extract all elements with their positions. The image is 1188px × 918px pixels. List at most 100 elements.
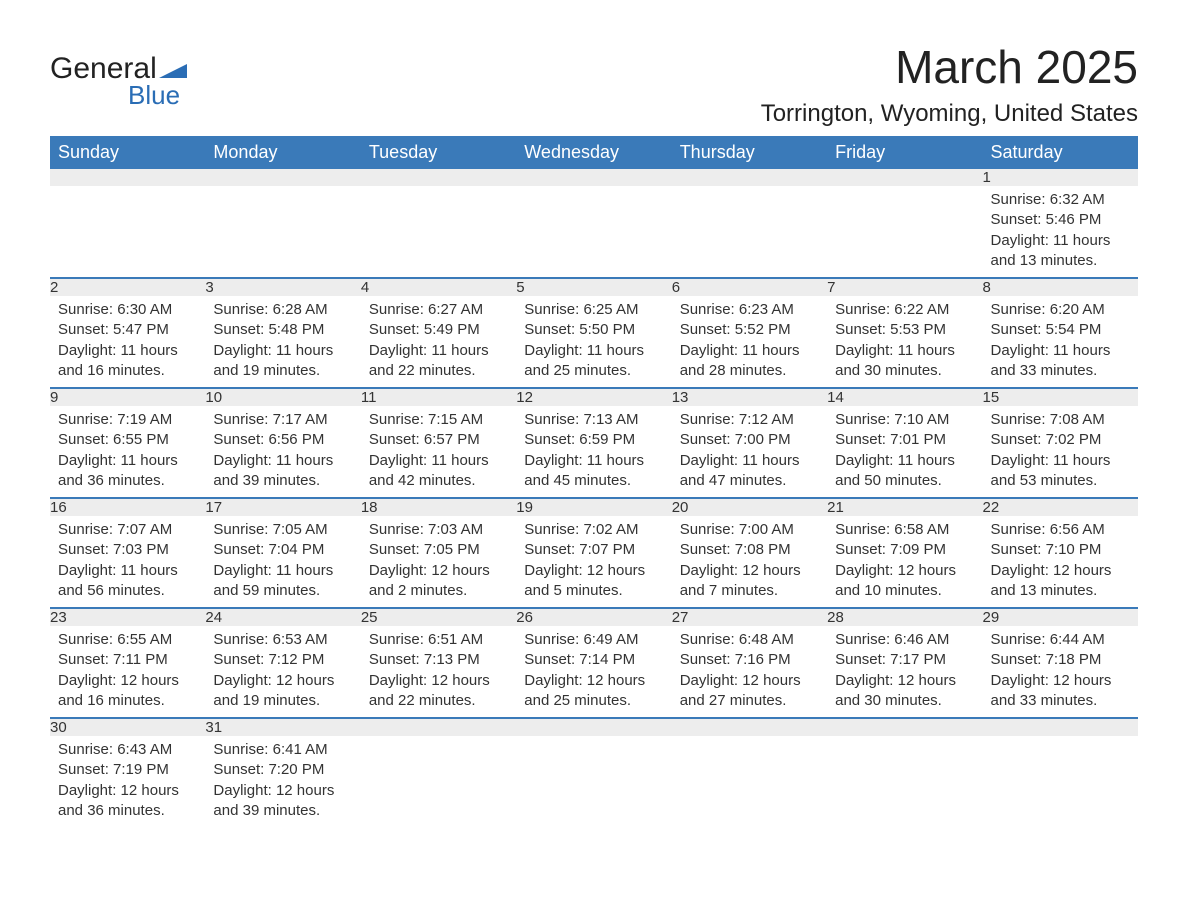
calendar-cell: Sunrise: 7:08 AMSunset: 7:02 PMDaylight:…: [983, 406, 1138, 498]
calendar-cell: Sunrise: 7:17 AMSunset: 6:56 PMDaylight:…: [205, 406, 360, 498]
sunset-text: Sunset: 7:11 PM: [58, 650, 197, 670]
weekday-row: Sunday Monday Tuesday Wednesday Thursday…: [50, 136, 1138, 169]
day-number: 12: [516, 388, 671, 406]
weekday-header: Tuesday: [361, 136, 516, 169]
daydata-row: Sunrise: 6:43 AMSunset: 7:19 PMDaylight:…: [50, 736, 1138, 827]
daylight-line1: Daylight: 12 hours: [58, 781, 197, 801]
sunset-text: Sunset: 5:47 PM: [58, 320, 197, 340]
daynum-row: 9101112131415: [50, 388, 1138, 406]
daylight-line2: and 25 minutes.: [524, 691, 663, 711]
daylight-line2: and 47 minutes.: [680, 471, 819, 491]
sunset-text: Sunset: 7:03 PM: [58, 540, 197, 560]
day-number: [672, 718, 827, 736]
daylight-line2: and 30 minutes.: [835, 361, 974, 381]
sunrise-text: Sunrise: 6:30 AM: [58, 300, 197, 320]
daylight-line2: and 2 minutes.: [369, 581, 508, 601]
calendar-cell: Sunrise: 6:27 AMSunset: 5:49 PMDaylight:…: [361, 296, 516, 388]
calendar-cell: Sunrise: 6:30 AMSunset: 5:47 PMDaylight:…: [50, 296, 205, 388]
day-number: 7: [827, 278, 982, 296]
sunrise-text: Sunrise: 7:15 AM: [369, 410, 508, 430]
daylight-line1: Daylight: 11 hours: [58, 561, 197, 581]
daydata-row: Sunrise: 7:07 AMSunset: 7:03 PMDaylight:…: [50, 516, 1138, 608]
sunrise-text: Sunrise: 6:48 AM: [680, 630, 819, 650]
calendar-cell: Sunrise: 6:32 AMSunset: 5:46 PMDaylight:…: [983, 186, 1138, 278]
day-number: 5: [516, 278, 671, 296]
calendar-cell: Sunrise: 7:12 AMSunset: 7:00 PMDaylight:…: [672, 406, 827, 498]
sunrise-text: Sunrise: 6:27 AM: [369, 300, 508, 320]
daynum-row: 16171819202122: [50, 498, 1138, 516]
calendar-cell: [672, 186, 827, 278]
daylight-line1: Daylight: 11 hours: [680, 341, 819, 361]
daylight-line2: and 16 minutes.: [58, 361, 197, 381]
daydata-row: Sunrise: 7:19 AMSunset: 6:55 PMDaylight:…: [50, 406, 1138, 498]
calendar-cell: [50, 186, 205, 278]
sunrise-text: Sunrise: 6:53 AM: [213, 630, 352, 650]
day-number: 30: [50, 718, 205, 736]
daylight-line2: and 22 minutes.: [369, 691, 508, 711]
daylight-line2: and 56 minutes.: [58, 581, 197, 601]
title-block: March 2025 Torrington, Wyoming, United S…: [761, 40, 1138, 128]
day-number: [827, 718, 982, 736]
calendar-cell: [827, 736, 982, 827]
daylight-line1: Daylight: 11 hours: [58, 341, 197, 361]
calendar-cell: [672, 736, 827, 827]
weekday-header: Friday: [827, 136, 982, 169]
day-number: 16: [50, 498, 205, 516]
weekday-header: Wednesday: [516, 136, 671, 169]
calendar-cell: Sunrise: 6:44 AMSunset: 7:18 PMDaylight:…: [983, 626, 1138, 718]
sunrise-text: Sunrise: 6:20 AM: [991, 300, 1130, 320]
calendar-cell: Sunrise: 6:43 AMSunset: 7:19 PMDaylight:…: [50, 736, 205, 827]
daylight-line1: Daylight: 12 hours: [835, 671, 974, 691]
daylight-line1: Daylight: 12 hours: [680, 671, 819, 691]
sunset-text: Sunset: 5:48 PM: [213, 320, 352, 340]
daylight-line2: and 28 minutes.: [680, 361, 819, 381]
day-number: 3: [205, 278, 360, 296]
day-number: 19: [516, 498, 671, 516]
daylight-line1: Daylight: 12 hours: [213, 671, 352, 691]
calendar-cell: [516, 736, 671, 827]
day-number: 11: [361, 388, 516, 406]
calendar-cell: [516, 186, 671, 278]
sunrise-text: Sunrise: 6:41 AM: [213, 740, 352, 760]
sunrise-text: Sunrise: 6:23 AM: [680, 300, 819, 320]
day-number: 24: [205, 608, 360, 626]
day-number: [205, 169, 360, 186]
calendar-cell: [205, 186, 360, 278]
daylight-line2: and 33 minutes.: [991, 361, 1130, 381]
day-number: 25: [361, 608, 516, 626]
daylight-line1: Daylight: 12 hours: [835, 561, 974, 581]
sunrise-text: Sunrise: 7:10 AM: [835, 410, 974, 430]
logo: General Blue: [50, 40, 187, 111]
sunset-text: Sunset: 5:46 PM: [991, 210, 1130, 230]
sunset-text: Sunset: 7:17 PM: [835, 650, 974, 670]
daylight-line2: and 33 minutes.: [991, 691, 1130, 711]
calendar-cell: Sunrise: 6:46 AMSunset: 7:17 PMDaylight:…: [827, 626, 982, 718]
daylight-line2: and 50 minutes.: [835, 471, 974, 491]
sunrise-text: Sunrise: 7:02 AM: [524, 520, 663, 540]
calendar-cell: [983, 736, 1138, 827]
daylight-line2: and 30 minutes.: [835, 691, 974, 711]
daylight-line1: Daylight: 12 hours: [991, 671, 1130, 691]
calendar-cell: Sunrise: 7:02 AMSunset: 7:07 PMDaylight:…: [516, 516, 671, 608]
sunset-text: Sunset: 5:52 PM: [680, 320, 819, 340]
daylight-line2: and 53 minutes.: [991, 471, 1130, 491]
calendar-cell: Sunrise: 7:15 AMSunset: 6:57 PMDaylight:…: [361, 406, 516, 498]
sunset-text: Sunset: 7:00 PM: [680, 430, 819, 450]
day-number: [672, 169, 827, 186]
daylight-line2: and 7 minutes.: [680, 581, 819, 601]
day-number: 27: [672, 608, 827, 626]
daylight-line2: and 36 minutes.: [58, 801, 197, 821]
sunset-text: Sunset: 6:57 PM: [369, 430, 508, 450]
calendar-cell: Sunrise: 6:56 AMSunset: 7:10 PMDaylight:…: [983, 516, 1138, 608]
daylight-line2: and 39 minutes.: [213, 801, 352, 821]
month-title: March 2025: [761, 40, 1138, 94]
sunrise-text: Sunrise: 6:58 AM: [835, 520, 974, 540]
weekday-header: Sunday: [50, 136, 205, 169]
daynum-row: 3031: [50, 718, 1138, 736]
daylight-line1: Daylight: 12 hours: [369, 561, 508, 581]
day-number: [50, 169, 205, 186]
sunrise-text: Sunrise: 7:00 AM: [680, 520, 819, 540]
sunrise-text: Sunrise: 6:43 AM: [58, 740, 197, 760]
day-number: 18: [361, 498, 516, 516]
sunset-text: Sunset: 7:08 PM: [680, 540, 819, 560]
